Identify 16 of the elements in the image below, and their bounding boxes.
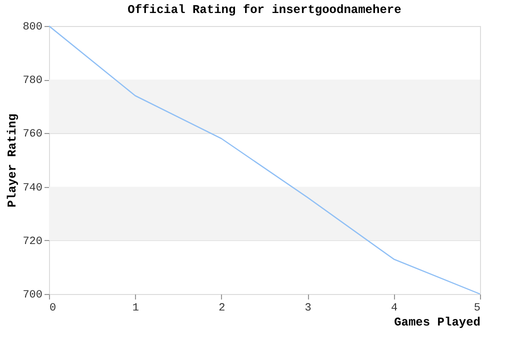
x-tick-label: 4 xyxy=(390,302,398,314)
x-axis-title: Games Played xyxy=(394,316,480,330)
chart-title: Official Rating for insertgoodnamehere xyxy=(128,3,402,17)
x-tick-label: 3 xyxy=(304,302,312,314)
x-tick-label: 2 xyxy=(218,302,226,314)
x-tick-label: 0 xyxy=(50,302,56,314)
y-tick-label: 740 xyxy=(22,182,42,194)
y-axis-title: Player Rating xyxy=(6,114,20,208)
x-tick-label: 1 xyxy=(132,302,140,314)
x-tick-label: 5 xyxy=(474,302,480,314)
y-tick-label: 700 xyxy=(22,290,42,302)
line-series xyxy=(48,25,481,295)
y-tick-label: 780 xyxy=(22,75,42,88)
y-tick-label: 760 xyxy=(22,128,42,141)
y-tick-label: 720 xyxy=(22,236,42,248)
y-tick-label: 800 xyxy=(22,22,42,34)
